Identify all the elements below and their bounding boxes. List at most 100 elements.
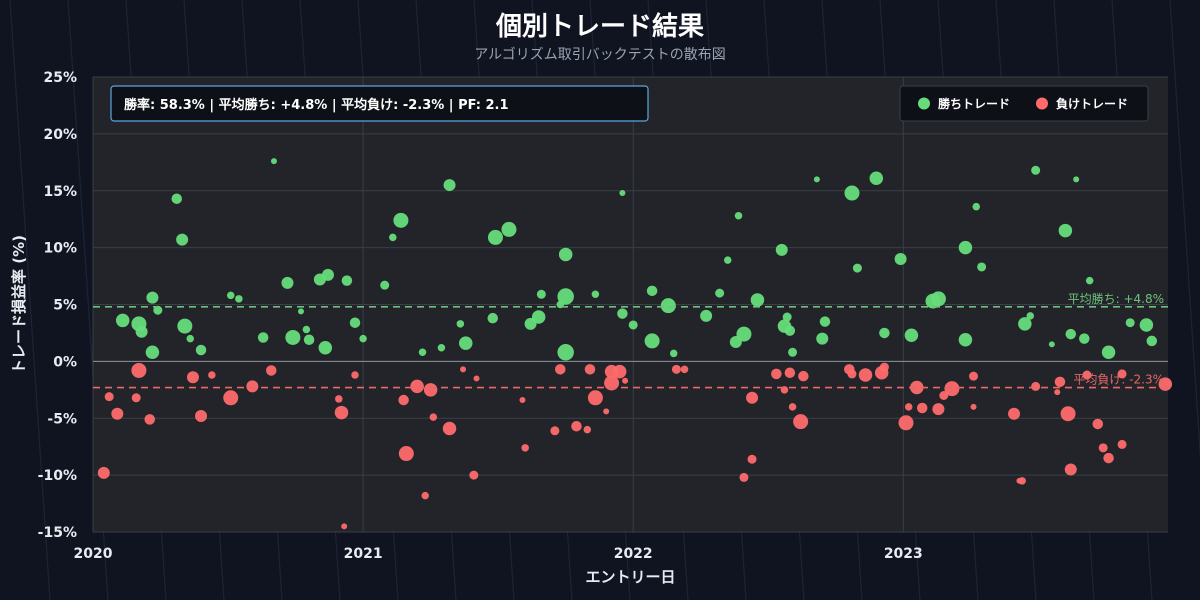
data-point — [555, 364, 566, 375]
data-point — [747, 454, 757, 464]
data-point — [456, 320, 465, 328]
data-point — [1079, 333, 1090, 344]
data-point — [852, 263, 862, 273]
y-tick-label: 5% — [53, 298, 77, 314]
data-point — [186, 334, 194, 343]
data-point — [771, 368, 782, 380]
data-point — [1054, 389, 1061, 396]
series-wins — [115, 158, 1158, 361]
data-point — [227, 291, 235, 300]
data-point — [297, 308, 304, 315]
data-point — [587, 390, 603, 406]
data-point — [1008, 407, 1021, 420]
data-point — [775, 243, 788, 256]
data-point — [1060, 406, 1076, 422]
data-point — [341, 523, 348, 530]
data-point — [550, 426, 560, 436]
data-point — [898, 415, 914, 431]
data-point — [501, 221, 517, 237]
y-tick-label: 0% — [53, 354, 77, 370]
reference-line-label: 平均勝ち: +4.8% — [1068, 291, 1164, 306]
data-point — [788, 403, 797, 411]
data-point — [734, 212, 743, 220]
data-point — [285, 329, 301, 345]
data-point — [115, 313, 130, 328]
data-point — [793, 414, 809, 430]
x-tick-label: 2020 — [74, 546, 113, 562]
data-point — [1117, 439, 1127, 449]
data-point — [782, 312, 792, 322]
data-point — [736, 326, 752, 342]
data-point — [972, 202, 980, 211]
data-point — [487, 229, 503, 245]
data-point — [442, 421, 457, 436]
data-point — [389, 233, 397, 242]
data-point — [321, 268, 334, 281]
x-axis-label: エントリー日 — [585, 568, 675, 586]
data-point — [879, 327, 890, 339]
data-point — [1101, 345, 1116, 360]
data-point — [646, 285, 658, 297]
data-point — [1146, 335, 1158, 347]
stats-box — [110, 85, 649, 122]
data-point — [904, 328, 919, 342]
data-point — [111, 407, 124, 420]
data-point — [423, 383, 438, 397]
data-point — [798, 370, 809, 382]
data-point — [869, 171, 884, 185]
data-point — [1054, 376, 1066, 388]
data-point — [318, 340, 333, 355]
y-axis-label: トレード損益率 (%) — [10, 235, 28, 374]
data-point — [418, 348, 427, 357]
data-point — [487, 312, 498, 324]
data-point — [617, 308, 628, 319]
data-point — [879, 362, 889, 372]
data-point — [1018, 317, 1032, 331]
bg-stripe — [1169, 0, 1200, 460]
data-point — [622, 377, 629, 384]
data-point — [715, 288, 725, 298]
data-point — [844, 185, 860, 201]
data-point — [146, 291, 159, 304]
data-point — [750, 293, 765, 307]
data-point — [443, 179, 456, 192]
data-point — [584, 364, 596, 375]
data-point — [916, 402, 928, 414]
data-point — [571, 420, 582, 432]
data-point — [281, 276, 294, 289]
data-point — [700, 309, 713, 322]
data-point — [932, 403, 945, 416]
series-losses — [97, 362, 1173, 530]
data-point — [680, 365, 689, 374]
data-point — [977, 262, 987, 272]
data-point — [591, 290, 600, 299]
data-point — [739, 472, 749, 482]
data-point — [644, 333, 660, 349]
page-subtitle: アルゴリズム取引バックテストの散布図 — [474, 47, 726, 63]
data-point — [1117, 369, 1127, 379]
data-point — [104, 392, 114, 402]
y-tick-label: 15% — [43, 184, 77, 200]
data-point — [410, 379, 424, 394]
y-tick-label: 20% — [43, 127, 77, 143]
data-point — [970, 403, 977, 410]
data-point — [858, 368, 873, 382]
data-point — [894, 253, 907, 265]
data-point — [302, 325, 311, 334]
data-point — [819, 316, 831, 327]
data-point — [1031, 165, 1041, 175]
data-point — [380, 280, 390, 290]
data-point — [910, 380, 924, 395]
data-point — [473, 375, 480, 382]
y-tick-label: -15% — [38, 525, 77, 541]
data-point — [603, 408, 610, 415]
data-point — [398, 446, 414, 462]
data-point — [460, 366, 467, 373]
data-point — [1103, 452, 1114, 464]
data-point — [1098, 443, 1108, 453]
x-tick-label: 2023 — [884, 546, 923, 562]
data-point — [421, 491, 429, 500]
data-point — [349, 317, 361, 328]
data-point — [930, 291, 946, 307]
